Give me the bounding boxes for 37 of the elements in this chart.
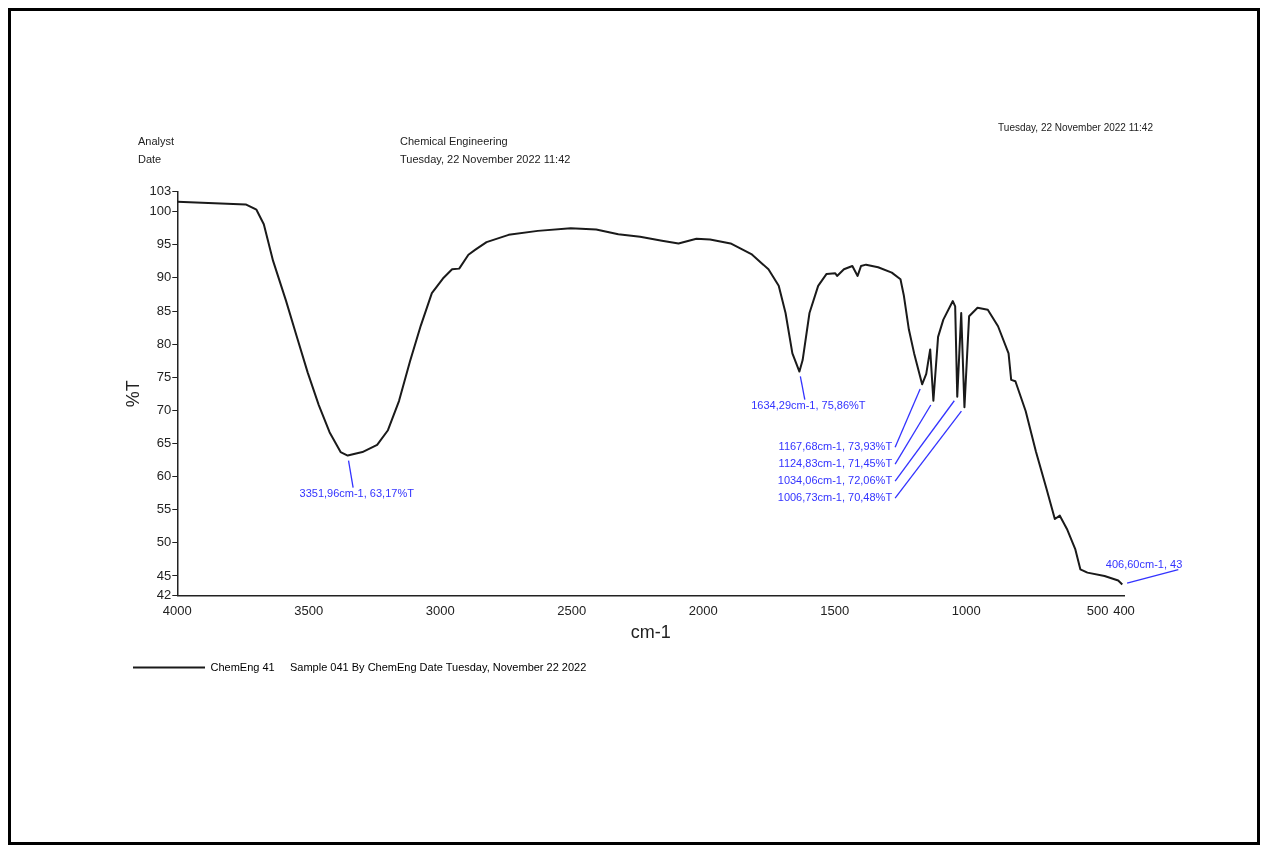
annotation: 406,60cm-1, 43 [1105,557,1183,570]
y-tick-label: 60 [156,468,172,484]
x-tick-label: 2000 [688,603,718,619]
annotation: 1167,68cm-1, 73,93%T [778,440,893,453]
annotation: 1124,83cm-1, 71,45%T [778,457,893,470]
y-tick-label: 45 [156,567,172,583]
y-tick-label: 85 [156,302,172,318]
x-tick-label: 3000 [425,603,455,619]
x-tick-label: 400 [1113,603,1135,619]
annotation: 3351,96cm-1, 63,17%T [299,486,415,499]
text: ChemEng 41 Sample 041 By ChemEng Date Tuesday, November 22 2022 [210,660,587,673]
y-tick-label: 42 [156,587,172,603]
text: Chemical Engineering [400,135,508,147]
annotation: 1034,06cm-1, 72,06%T [777,474,893,487]
x-tick-label: 1500 [820,603,850,619]
x-tick-label: 2500 [557,603,587,619]
y-tick-label: 50 [156,534,172,550]
y-tick-label: 80 [156,335,172,351]
y-tick-label: 90 [156,269,172,285]
y-tick-label: 95 [156,236,172,252]
text: Tuesday, 22 November 2022 11:42 [998,122,1153,133]
y-tick-label: 75 [156,368,172,384]
annotation: 1634,29cm-1, 75,86%T [751,398,866,411]
y-tick-label: 100 [149,203,172,219]
y-tick-label: 65 [156,435,172,451]
x-tick-label: 4000 [162,603,192,619]
y-axis-title: %T [122,380,143,408]
x-tick-label: 500 [1086,603,1109,619]
text: Date [138,153,162,165]
y-tick-label: 55 [156,501,172,517]
x-tick-label: 3500 [294,603,324,619]
x-axis-title: cm-1 [630,622,671,643]
text: Tuesday, 22 November 2022 11:42 [400,153,571,165]
y-tick-label: 70 [156,401,172,417]
y-tick-label: 103 [149,183,172,199]
x-tick-label: 1000 [951,603,981,619]
text: Analyst [138,135,175,147]
